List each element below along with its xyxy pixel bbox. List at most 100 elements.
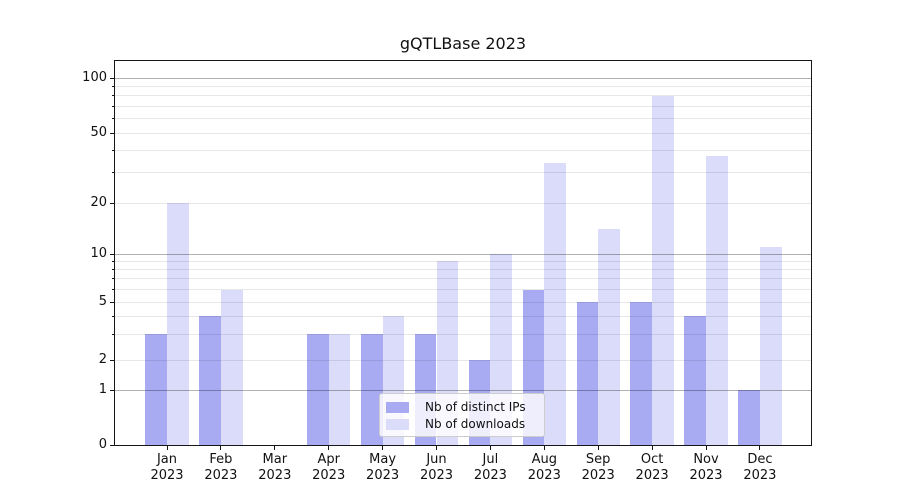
gridline-50 (114, 132, 812, 134)
x-label-year: 2023 (473, 467, 507, 483)
x-tick-feb (220, 446, 222, 450)
minor-gridline-90 (114, 85, 812, 87)
minor-gridline-70 (114, 105, 812, 107)
y-minor-tick-9 (111, 260, 114, 262)
y-tick-10 (110, 253, 114, 255)
bar-distinct-ips-may (360, 334, 383, 445)
x-tick-dec (759, 446, 761, 450)
bar-distinct-ips-apr (307, 334, 329, 445)
x-tick-apr (328, 446, 330, 450)
y-tick-5 (110, 301, 114, 303)
x-label-year: 2023 (366, 467, 400, 483)
x-label-month: Mar (262, 452, 288, 467)
x-label-year: 2023 (581, 467, 615, 483)
y-tick-100 (110, 77, 114, 79)
y-tick-1 (110, 389, 114, 391)
y-tick-0 (110, 444, 114, 446)
x-tick-may (382, 446, 384, 450)
bar-distinct-ips-nov (684, 316, 706, 445)
y-minor-tick-30 (111, 171, 114, 173)
y-minor-tick-6 (111, 289, 114, 291)
y-minor-tick-40 (111, 149, 114, 151)
y-tick-label-1: 1 (98, 382, 107, 397)
x-label-month: Aug (531, 452, 557, 467)
legend-swatch-downloads (386, 418, 409, 430)
y-tick-label-20: 20 (90, 195, 107, 211)
x-tick-aug (543, 446, 545, 450)
bar-downloads-aug (544, 162, 566, 445)
y-tick-label-5: 5 (98, 294, 107, 310)
minor-gridline-80 (114, 95, 812, 97)
x-tick-mar (274, 446, 276, 450)
x-tick-label-jul: Jul 2023 (459, 452, 521, 483)
x-label-month: Feb (209, 452, 233, 467)
chart-title: gQTLBase 2023 (399, 34, 527, 53)
x-tick-label-jun: Jun 2023 (406, 452, 468, 483)
gridline-100 (114, 77, 812, 79)
legend-label-downloads: Nb of downloads (425, 417, 526, 431)
bar-downloads-dec (759, 247, 782, 445)
x-tick-jul (489, 446, 491, 450)
y-minor-tick-90 (111, 85, 114, 87)
x-tick-label-feb: Feb 2023 (190, 452, 252, 483)
bar-distinct-ips-dec (738, 390, 760, 445)
y-minor-tick-3 (111, 333, 114, 335)
x-label-month: Apr (317, 452, 340, 467)
x-tick-label-jan: Jan 2023 (136, 452, 198, 483)
x-tick-oct (651, 446, 653, 450)
x-label-month: Oct (640, 452, 664, 467)
x-tick-sep (597, 446, 599, 450)
x-label-year: 2023 (419, 467, 454, 483)
y-tick-label-10: 10 (90, 246, 107, 261)
x-label-year: 2023 (150, 467, 184, 483)
y-tick-label-50: 50 (90, 125, 107, 140)
x-tick-label-may: May 2023 (352, 452, 414, 483)
y-tick-label-100: 100 (82, 70, 107, 85)
y-minor-tick-8 (111, 269, 114, 271)
minor-gridline-40 (114, 149, 812, 151)
x-label-year: 2023 (527, 467, 561, 483)
y-tick-2 (110, 359, 114, 361)
bar-downloads-oct (652, 95, 674, 445)
x-label-month: Jul (482, 452, 499, 467)
x-label-year: 2023 (689, 467, 723, 483)
y-minor-tick-70 (111, 105, 114, 107)
bar-distinct-ips-oct (630, 302, 653, 445)
y-minor-tick-7 (111, 278, 114, 280)
x-label-year: 2023 (743, 467, 777, 483)
x-tick-label-mar: Mar 2023 (244, 452, 306, 483)
bar-downloads-sep (598, 229, 620, 445)
y-minor-tick-60 (111, 118, 114, 120)
legend-item-distinct-ips: Nb of distinct IPs (386, 399, 538, 415)
bar-downloads-apr (328, 334, 351, 445)
bar-distinct-ips-sep (576, 302, 599, 445)
x-tick-label-sep: Sep 2023 (567, 452, 629, 483)
x-label-year: 2023 (635, 467, 669, 483)
y-tick-20 (110, 202, 114, 204)
x-tick-nov (705, 446, 707, 450)
y-minor-tick-80 (111, 95, 114, 97)
x-tick-label-apr: Apr 2023 (298, 452, 360, 483)
x-label-year: 2023 (204, 467, 238, 483)
y-tick-label-0: 0 (98, 437, 107, 452)
x-label-year: 2023 (312, 467, 346, 483)
x-label-month: Jan (156, 452, 178, 467)
x-label-month: Dec (747, 452, 773, 467)
bar-distinct-ips-jan (145, 334, 167, 445)
x-tick-jan (166, 446, 168, 450)
legend: Nb of distinct IPs Nb of downloads (379, 393, 545, 437)
bar-downloads-nov (706, 156, 728, 445)
x-tick-label-aug: Aug 2023 (513, 452, 575, 483)
legend-item-downloads: Nb of downloads (386, 416, 538, 432)
x-tick-label-nov: Nov 2023 (675, 452, 737, 483)
y-tick-50 (110, 132, 114, 134)
x-label-month: May (369, 452, 397, 467)
legend-label-distinct-ips: Nb of distinct IPs (425, 400, 526, 414)
x-label-year: 2023 (258, 467, 292, 483)
y-minor-tick-4 (111, 315, 114, 317)
x-tick-label-dec: Dec 2023 (729, 452, 791, 483)
bar-downloads-feb (220, 289, 243, 445)
x-label-month: Jun (426, 452, 447, 467)
x-label-month: Nov (693, 452, 719, 467)
